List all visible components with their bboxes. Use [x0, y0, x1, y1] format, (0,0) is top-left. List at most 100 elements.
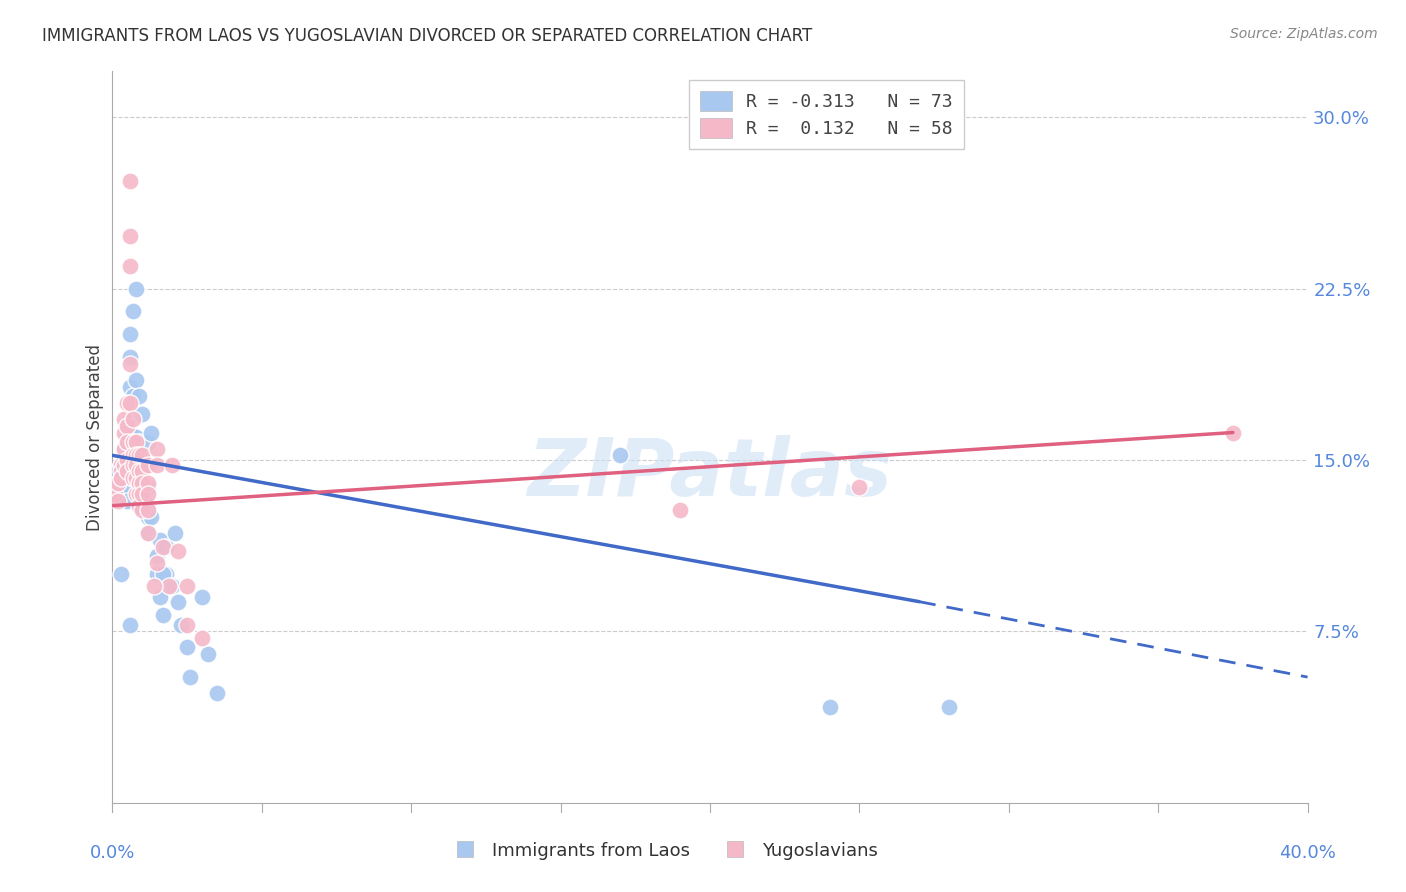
Point — [128, 499, 150, 513]
Point — [128, 475, 150, 490]
Point — [125, 458, 148, 472]
Point — [152, 567, 174, 582]
Point — [149, 590, 172, 604]
Point — [138, 480, 160, 494]
Point — [131, 449, 153, 463]
Point — [152, 540, 174, 554]
Text: 0.0%: 0.0% — [90, 844, 135, 862]
Point — [117, 430, 139, 444]
Point — [128, 434, 150, 449]
Point — [131, 407, 153, 421]
Point — [205, 686, 228, 700]
Point — [176, 579, 198, 593]
Point — [120, 228, 142, 243]
Point — [131, 453, 153, 467]
Point — [125, 281, 148, 295]
Point — [131, 487, 153, 501]
Point — [120, 396, 142, 410]
Point — [125, 471, 148, 485]
Point — [179, 670, 201, 684]
Point — [110, 458, 132, 472]
Point — [669, 503, 692, 517]
Point — [120, 259, 142, 273]
Point — [131, 475, 153, 490]
Point — [131, 503, 153, 517]
Point — [128, 475, 150, 490]
Point — [117, 453, 139, 467]
Point — [141, 425, 163, 440]
Point — [176, 617, 198, 632]
Point — [122, 304, 145, 318]
Point — [191, 632, 214, 646]
Point — [146, 442, 169, 456]
Point — [128, 458, 150, 472]
Point — [114, 480, 135, 494]
Point — [157, 579, 180, 593]
Point — [152, 608, 174, 623]
Point — [165, 526, 187, 541]
Point — [120, 458, 142, 472]
Point — [128, 464, 150, 478]
Point — [125, 453, 148, 467]
Point — [120, 350, 142, 364]
Point — [155, 567, 177, 582]
Point — [117, 494, 139, 508]
Point — [117, 464, 139, 478]
Point — [138, 499, 160, 513]
Point — [146, 556, 169, 570]
Point — [167, 544, 190, 558]
Point — [117, 396, 139, 410]
Point — [104, 487, 127, 501]
Point — [114, 487, 135, 501]
Point — [117, 480, 139, 494]
Point — [125, 430, 148, 444]
Text: ZIPatlas: ZIPatlas — [527, 434, 893, 513]
Point — [125, 434, 148, 449]
Point — [107, 480, 129, 494]
Point — [138, 458, 160, 472]
Point — [138, 526, 160, 541]
Point — [107, 464, 129, 478]
Point — [107, 475, 129, 490]
Point — [146, 567, 169, 582]
Point — [938, 699, 960, 714]
Point — [191, 590, 214, 604]
Point — [114, 425, 135, 440]
Point — [114, 412, 135, 426]
Y-axis label: Divorced or Separated: Divorced or Separated — [86, 343, 104, 531]
Point — [162, 579, 183, 593]
Point — [609, 449, 631, 463]
Legend: Immigrants from Laos, Yugoslavians: Immigrants from Laos, Yugoslavians — [440, 835, 884, 867]
Point — [104, 480, 127, 494]
Point — [155, 540, 177, 554]
Point — [131, 499, 153, 513]
Point — [125, 373, 148, 387]
Point — [117, 458, 139, 472]
Point — [131, 487, 153, 501]
Point — [122, 434, 145, 449]
Point — [138, 503, 160, 517]
Point — [122, 412, 145, 426]
Point — [125, 487, 148, 501]
Point — [122, 449, 145, 463]
Point — [125, 449, 148, 463]
Point — [176, 640, 198, 655]
Point — [131, 475, 153, 490]
Point — [122, 471, 145, 485]
Point — [122, 458, 145, 472]
Point — [128, 487, 150, 501]
Point — [122, 389, 145, 403]
Point — [170, 617, 193, 632]
Point — [167, 594, 190, 608]
Point — [120, 617, 142, 632]
Text: Source: ZipAtlas.com: Source: ZipAtlas.com — [1230, 27, 1378, 41]
Point — [146, 549, 169, 563]
Point — [138, 434, 160, 449]
Point — [110, 471, 132, 485]
Point — [162, 458, 183, 472]
Point — [117, 449, 139, 463]
Point — [110, 458, 132, 472]
Point — [110, 567, 132, 582]
Point — [143, 579, 166, 593]
Point — [114, 442, 135, 456]
